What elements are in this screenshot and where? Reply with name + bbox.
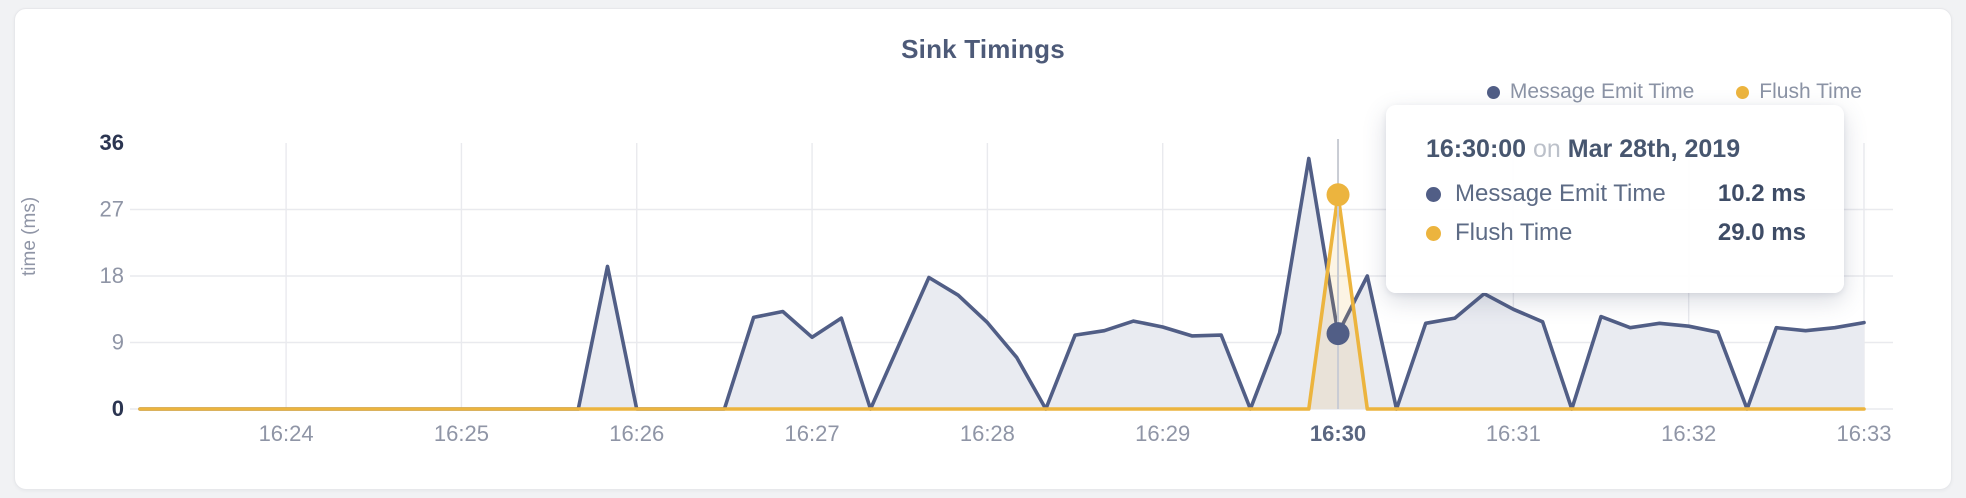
x-tick-label-16:31: 16:31: [1486, 421, 1541, 446]
tooltip-series-label: Flush Time: [1455, 219, 1573, 246]
tooltip-time: 16:30:00: [1426, 135, 1527, 163]
y-tick-label-9: 9: [112, 330, 124, 355]
y-tick-label-18: 18: [100, 263, 124, 288]
chart-title: Sink Timings: [901, 34, 1065, 64]
tooltip-series-value: 10.2 ms: [1717, 180, 1806, 207]
tooltip-row: Flush Time 29.0 ms: [1426, 219, 1806, 247]
tooltip-row: Message Emit Time 10.2 ms: [1426, 180, 1806, 208]
y-tick-label-27: 27: [100, 197, 124, 222]
x-tick-label-16:24: 16:24: [259, 421, 314, 446]
y-tick-label-0: 0: [112, 396, 124, 421]
x-tick-label-16:27: 16:27: [785, 421, 840, 446]
y-tick-label-36: 36: [100, 130, 124, 155]
hover-point-message-emit-time[interactable]: [1326, 322, 1350, 346]
x-tick-label-16:28: 16:28: [960, 421, 1015, 446]
tooltip-header: 16:30:00 on Mar 28th, 2019: [1426, 135, 1806, 164]
legend-dot-yellow-icon: [1736, 85, 1750, 99]
tooltip-series-label: Message Emit Time: [1455, 180, 1666, 207]
series-dot-yellow-icon: [1426, 225, 1441, 241]
x-tick-label-16:33: 16:33: [1836, 421, 1891, 446]
legend-label: Message Emit Time: [1509, 80, 1695, 103]
x-tick-label-16:30: 16:30: [1310, 421, 1366, 446]
series-line-flush-time: [138, 192, 1866, 411]
tooltip-connector: on: [1533, 135, 1561, 163]
legend-item-message-emit-time[interactable]: Message Emit Time: [1486, 80, 1695, 104]
series-dot-navy-icon: [1426, 186, 1441, 202]
series-area-message-emit-time: [140, 158, 1864, 409]
legend-dot-navy-icon: [1486, 85, 1500, 99]
x-tick-label-16:32: 16:32: [1661, 421, 1716, 446]
legend-item-flush-time[interactable]: Flush Time: [1736, 80, 1862, 104]
chart-legend: Message Emit Time Flush Time: [1486, 80, 1862, 104]
x-tick-label-16:26: 16:26: [609, 421, 664, 446]
x-tick-label-16:29: 16:29: [1135, 421, 1190, 446]
hover-point-flush-time[interactable]: [1326, 183, 1350, 207]
x-tick-label-16:25: 16:25: [434, 421, 489, 446]
hover-tooltip: 16:30:00 on Mar 28th, 2019 Message Emit …: [1386, 105, 1844, 293]
tooltip-date: Mar 28th, 2019: [1567, 135, 1741, 163]
tooltip-series-value: 29.0 ms: [1717, 219, 1806, 246]
legend-label: Flush Time: [1759, 80, 1862, 103]
